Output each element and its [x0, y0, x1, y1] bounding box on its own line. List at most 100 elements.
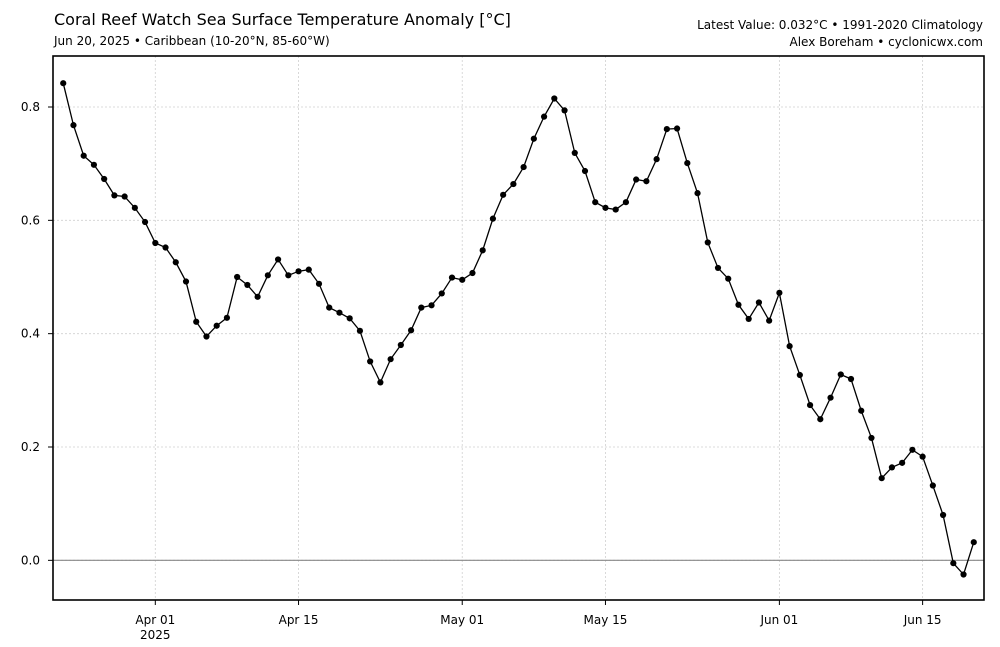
grid-lines — [53, 56, 984, 600]
data-point — [766, 317, 773, 324]
data-point — [203, 333, 210, 340]
y-tick-label: 0.0 — [21, 553, 40, 567]
data-point — [735, 301, 742, 308]
data-point — [407, 327, 415, 334]
data-point — [837, 371, 844, 378]
chart-subtitle: Jun 20, 2025 • Caribbean (10-20°N, 85-60… — [54, 34, 330, 48]
data-point — [346, 315, 353, 322]
data-point — [295, 268, 302, 275]
data-point — [172, 259, 179, 266]
data-point — [919, 453, 926, 460]
data-point — [714, 264, 722, 272]
data-point — [612, 206, 619, 213]
data-point — [234, 273, 241, 281]
data-point — [438, 290, 445, 297]
x-tick-label: May 01 — [440, 613, 484, 627]
data-point — [305, 266, 312, 273]
data-point — [510, 180, 517, 188]
data-point — [264, 272, 271, 279]
data-point — [745, 315, 752, 323]
data-point — [530, 135, 537, 142]
chart-title: Coral Reef Watch Sea Surface Temperature… — [54, 10, 511, 29]
data-point — [827, 394, 834, 401]
data-point — [581, 167, 589, 175]
x-tick-label: May 15 — [584, 613, 628, 627]
data-point — [786, 343, 793, 350]
data-point — [694, 190, 701, 197]
data-point — [182, 278, 190, 285]
data-point — [469, 269, 476, 277]
data-point — [500, 191, 507, 198]
y-tick-label: 0.4 — [21, 327, 40, 341]
data-point — [101, 175, 108, 183]
data-point — [858, 407, 865, 414]
series-line — [62, 83, 975, 576]
plot-frame — [52, 55, 985, 601]
data-point — [950, 560, 957, 567]
data-point — [152, 239, 159, 247]
data-point — [909, 446, 916, 453]
data-point — [929, 482, 936, 489]
data-point — [377, 379, 384, 386]
credit-label: Alex Boreham • cyclonicwx.com — [789, 35, 983, 49]
data-point — [367, 358, 374, 365]
data-point — [131, 204, 138, 211]
data-point — [326, 304, 333, 311]
data-point — [254, 293, 261, 300]
data-point — [725, 275, 732, 282]
data-point — [561, 107, 568, 114]
data-point — [817, 416, 824, 423]
data-point — [663, 126, 670, 133]
data-point — [336, 309, 343, 316]
data-point — [653, 156, 660, 163]
data-point — [878, 475, 885, 482]
x-tick-label: Apr 15 — [279, 613, 319, 627]
data-point — [315, 280, 323, 287]
data-point — [213, 322, 220, 329]
y-tick-label: 0.8 — [21, 100, 40, 114]
data-point — [755, 299, 763, 306]
y-tick-label: 0.6 — [21, 213, 40, 227]
data-point — [806, 401, 814, 409]
data-point — [162, 244, 169, 251]
x-tick-sublabel: 2025 — [140, 628, 171, 642]
data-point — [111, 192, 118, 199]
data-point — [602, 204, 609, 211]
data-point — [274, 256, 282, 263]
x-tick-label: Apr 01 — [135, 613, 175, 627]
data-point — [244, 281, 251, 289]
data-point — [939, 511, 947, 519]
data-point — [622, 199, 630, 206]
data-point — [796, 371, 803, 379]
data-point — [80, 152, 87, 159]
data-point — [960, 571, 967, 578]
data-point — [448, 274, 456, 281]
data-point — [868, 434, 875, 442]
data-point — [90, 161, 98, 168]
series-group — [60, 80, 977, 578]
data-point — [540, 113, 548, 120]
data-point — [387, 356, 394, 363]
data-point — [285, 272, 292, 279]
data-point — [141, 218, 149, 226]
data-point — [489, 215, 497, 222]
data-point — [356, 327, 364, 334]
data-point — [60, 80, 67, 87]
data-point — [193, 318, 200, 325]
data-point — [520, 163, 527, 171]
data-point — [704, 239, 711, 246]
data-point — [970, 539, 977, 546]
data-point — [776, 289, 783, 296]
data-point — [633, 176, 640, 183]
data-point — [397, 341, 404, 349]
data-point — [643, 178, 650, 185]
y-tick-label: 0.2 — [21, 440, 40, 454]
x-tick-label: Jun 15 — [903, 613, 942, 627]
x-tick-label: Jun 01 — [759, 613, 798, 627]
data-point — [459, 276, 466, 283]
data-point — [121, 193, 128, 200]
data-point — [70, 122, 77, 129]
data-point — [888, 464, 896, 471]
